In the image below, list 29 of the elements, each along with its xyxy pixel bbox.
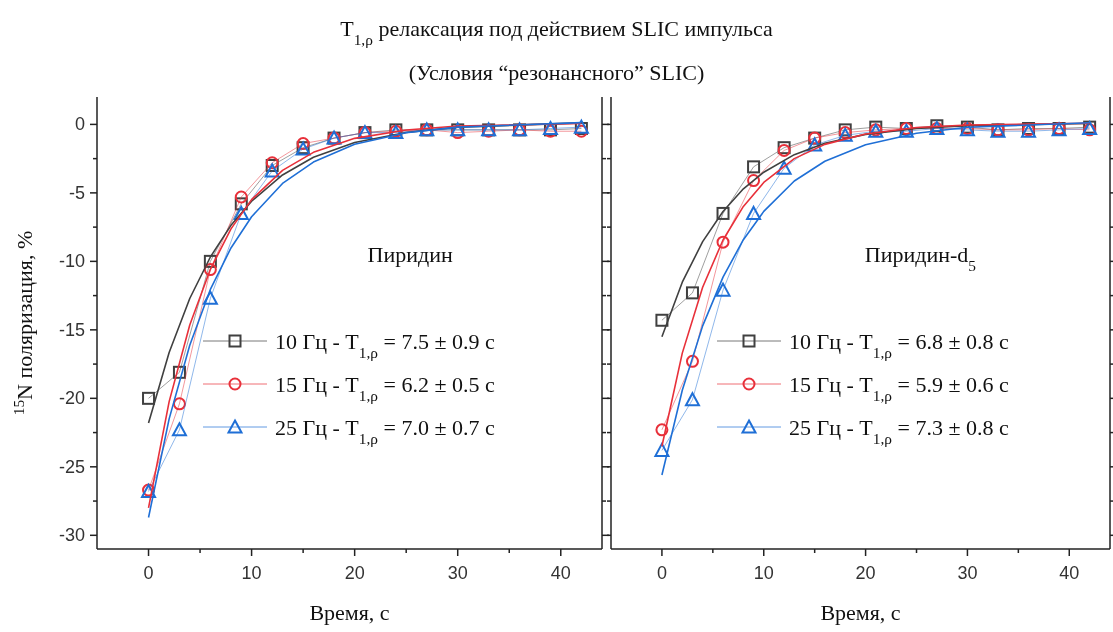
x-tick-label: 10 [753, 563, 774, 583]
y-tick-label: -5 [68, 182, 85, 203]
x-tick-label: 40 [550, 563, 571, 583]
x-tick-label: 30 [447, 563, 468, 583]
y-tick-label: -25 [58, 456, 85, 477]
legend-label: 10 Гц - T$_{1,ρ}$ = 6.8 ± 0.8 с [789, 329, 1009, 361]
chart-title: T$_{1,ρ}$ релаксация под действием SLIC импульса [340, 16, 774, 48]
x-tick-label: 0 [143, 563, 154, 583]
legend-label: 10 Гц - T$_{1,ρ}$ = 7.5 ± 0.9 с [275, 329, 495, 361]
x-tick-label: 40 [1059, 563, 1080, 583]
x-tick-label: 20 [344, 563, 365, 583]
x-tick-label: 20 [855, 563, 876, 583]
y-tick-label: -15 [58, 319, 85, 340]
x-axis-title: Время, с [309, 600, 390, 625]
x-axis-title: Время, с [820, 600, 901, 625]
legend-label: 15 Гц - T$_{1,ρ}$ = 5.9 ± 0.6 с [789, 372, 1009, 404]
annotation: Пиридин [367, 242, 453, 267]
y-tick-label: 0 [74, 114, 85, 135]
y-tick-label: -30 [58, 525, 85, 546]
annotation: Пиридин-d$_{5}$ [864, 242, 977, 274]
y-tick-label: -20 [58, 388, 85, 409]
legend-label: 15 Гц - T$_{1,ρ}$ = 6.2 ± 0.5 с [275, 372, 495, 404]
legend-label: 25 Гц - T$_{1,ρ}$ = 7.3 ± 0.8 с [789, 415, 1009, 447]
x-tick-label: 0 [656, 563, 667, 583]
x-tick-label: 30 [957, 563, 978, 583]
x-tick-label: 10 [241, 563, 262, 583]
legend-label: 25 Гц - T$_{1,ρ}$ = 7.0 ± 0.7 с [275, 415, 495, 447]
y-tick-label: -10 [58, 251, 85, 272]
chart-subtitle: (Условия “резонансного” SLIC) [408, 60, 705, 85]
